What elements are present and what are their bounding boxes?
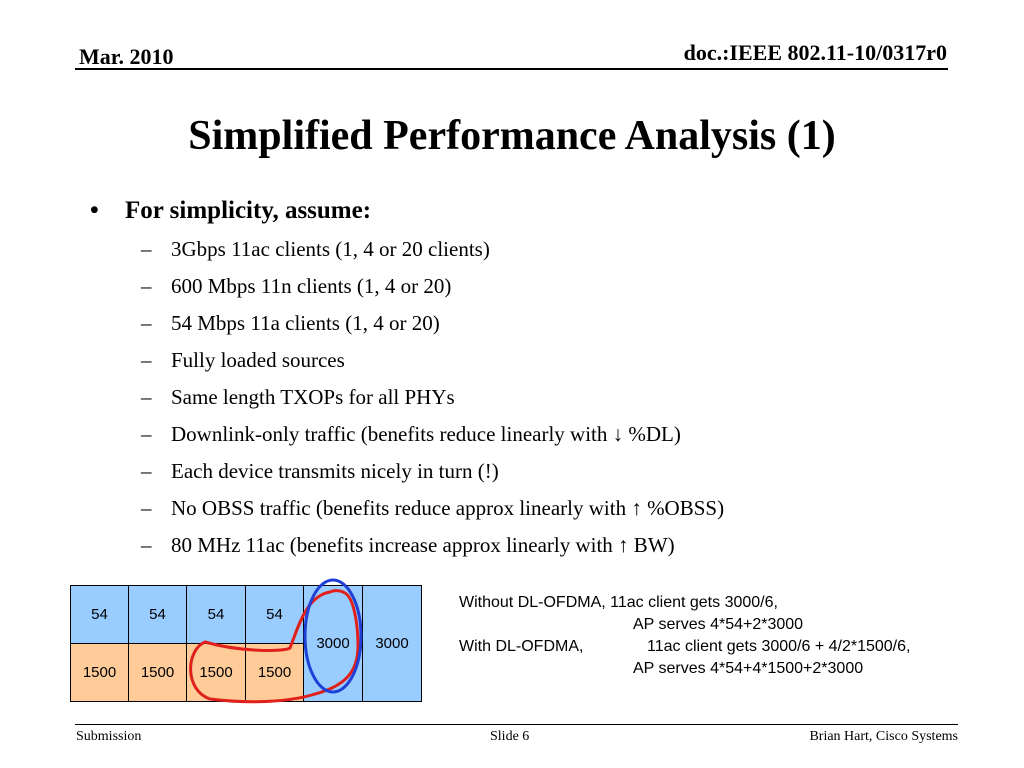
note-line-with: 11ac client gets 3000/6 + 4/2*1500/6, [647,638,911,655]
bullet-dot: • [90,197,99,224]
cell-11ac: 3000 [362,585,422,702]
note-line-ap-without: AP serves 4*54+2*3000 [633,616,804,633]
sub-bullet-text: No OBSS traffic (benefits reduce approx … [171,496,725,520]
cell-11n: 1500 [186,643,246,702]
sub-bullet-dash: – [141,311,152,335]
sub-bullet-text: Each device transmits nicely in turn (!) [171,459,499,483]
footer-submission: Submission [76,729,142,744]
sub-bullet-text: 54 Mbps 11a clients (1, 4 or 20) [171,311,440,335]
sub-bullet-dash: – [141,385,152,409]
sub-bullet-text: Fully loaded sources [171,348,345,372]
sub-bullet-text: 3Gbps 11ac clients (1, 4 or 20 clients) [171,237,490,261]
sub-bullet-dash: – [141,459,152,483]
cell-11a: 54 [128,585,187,644]
sub-bullet-text: 80 MHz 11ac (benefits increase approx li… [171,533,675,557]
footer-slide-number: Slide 6 [490,729,530,744]
sub-bullet-dash: – [141,533,152,557]
header-doc-id: doc.:IEEE 802.11-10/0317r0 [683,40,947,65]
sub-bullet-dash: – [141,348,152,372]
note-line-ap-with: AP serves 4*54+4*1500+2*3000 [633,660,864,677]
sub-bullet-text: Downlink-only traffic (benefits reduce l… [171,422,681,446]
cell-11a: 54 [245,585,304,644]
header-rule [75,68,948,70]
cell-11n: 1500 [245,643,304,702]
sub-bullet-dash: – [141,496,152,520]
sub-bullet-dash: – [141,237,152,261]
bullet-main-text: For simplicity, assume: [125,197,372,224]
cell-11a: 54 [186,585,246,644]
slide-title: Simplified Performance Analysis (1) [188,113,836,159]
ofdma-notes: Without DL-OFDMA, 11ac client gets 3000/… [459,592,979,692]
footer-author: Brian Hart, Cisco Systems [809,729,958,744]
note-line-without: Without DL-OFDMA, 11ac client gets 3000/… [459,594,778,611]
txop-diagram: 54 54 54 54 1500 1500 1500 1500 3000 300… [70,585,422,702]
cell-11a: 54 [70,585,129,644]
footer-rule [75,724,958,725]
cell-11n: 1500 [128,643,187,702]
cell-11n: 1500 [70,643,129,702]
cell-11ac-ofdma: 3000 [303,585,363,702]
note-label-with: With DL-OFDMA, [459,638,584,655]
header-date: Mar. 2010 [79,44,174,69]
sub-bullet-dash: – [141,422,152,446]
sub-bullet-text: 600 Mbps 11n clients (1, 4 or 20) [171,274,452,298]
sub-bullet-dash: – [141,274,152,298]
sub-bullet-text: Same length TXOPs for all PHYs [171,385,455,409]
